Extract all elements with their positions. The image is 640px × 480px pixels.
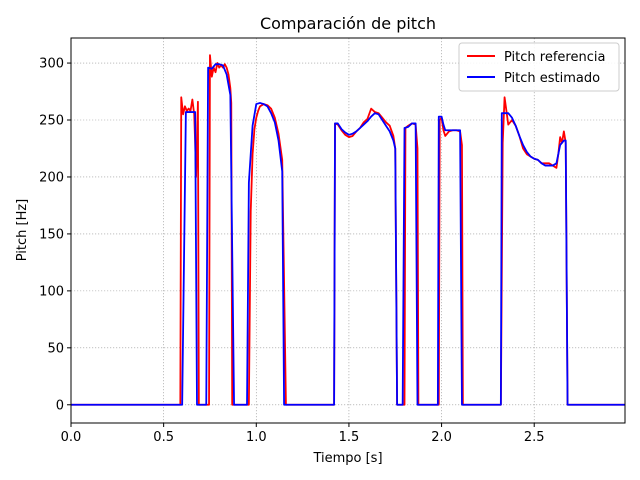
legend-box	[458, 42, 620, 92]
legend: Pitch referencia Pitch estimado	[458, 42, 620, 92]
y-tick-label: 300	[39, 57, 64, 72]
x-axis-label: Tiempo [s]	[312, 451, 382, 466]
x-tick-label: 2.0	[431, 430, 452, 445]
y-tick-label: 250	[39, 114, 64, 129]
series-line-pitch-estimado	[71, 63, 625, 406]
y-axis-label: Pitch [Hz]	[15, 199, 30, 262]
y-tick-label: 200	[39, 170, 64, 185]
axis-ticks: 0.0 0.5 1.0 1.5 2.0 2.5 0 50 100 150 200 250 300	[39, 57, 544, 445]
chart-title: Comparación de pitch	[260, 14, 436, 33]
series-lines	[71, 54, 625, 406]
x-tick-label: 1.5	[339, 430, 360, 445]
legend-label-pitch-referencia: Pitch referencia	[504, 50, 605, 65]
legend-label-pitch-estimado: Pitch estimado	[504, 71, 600, 86]
x-tick-label: 0.5	[153, 430, 174, 445]
plot-area-frame	[70, 37, 626, 424]
x-tick-label: 2.5	[524, 430, 545, 445]
x-tick-label: 0.0	[61, 430, 82, 445]
y-tick-label: 50	[47, 341, 64, 356]
grid	[70, 38, 625, 423]
series-line-pitch-referencia	[71, 54, 625, 406]
x-tick-label: 1.0	[246, 430, 267, 445]
y-tick-label: 100	[39, 284, 64, 299]
y-tick-label: 0	[56, 398, 64, 413]
y-tick-label: 150	[39, 227, 64, 242]
